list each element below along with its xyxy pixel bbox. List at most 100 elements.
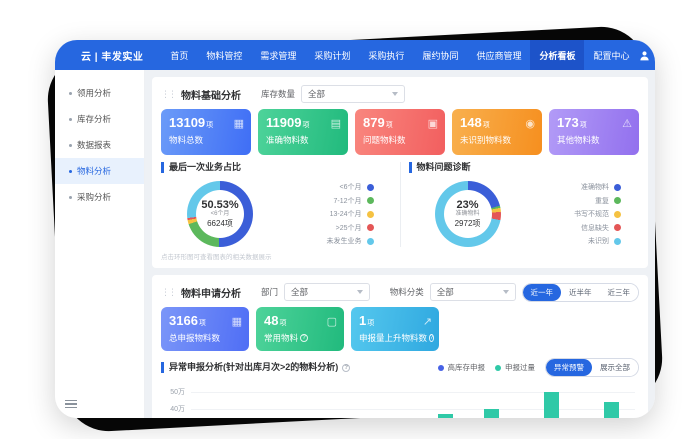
legend-item-4[interactable]: 信息缺失 (574, 223, 621, 233)
bullet-icon (69, 169, 72, 173)
legend-label: >25个月 (335, 224, 362, 232)
chart-mode-button-1[interactable]: 异常预警 (546, 359, 592, 376)
legend-item-1[interactable]: 准确物料 (574, 182, 621, 192)
legend-dot (614, 224, 621, 231)
nav-item-8[interactable]: 分析看板 (530, 40, 585, 70)
drag-handle-icon[interactable]: ⋮⋮ (161, 88, 177, 99)
chart-legend-item-1[interactable]: 高库存申报 (437, 362, 485, 373)
app-body: 领用分析库存分析数据报表 物料分析 采购分析 ⋮⋮ 物料基础分析 库存数量 全部 (55, 70, 655, 418)
legend-item-3[interactable]: 书写不规范 (574, 209, 621, 219)
legend-item-2[interactable]: 重复 (574, 196, 621, 206)
bullet-icon (69, 91, 72, 95)
sidebar-collapse-icon[interactable] (65, 398, 77, 411)
nav-item-7[interactable]: 供应商管理 (476, 50, 522, 61)
legend-item-3[interactable]: 13-24个月 (327, 209, 374, 219)
time-range-toggle: 近一年 近半年 近三年 (521, 282, 639, 302)
bullet-icon (69, 143, 72, 147)
legend-item-4[interactable]: >25个月 (327, 223, 374, 233)
bar-over-apply[interactable] (483, 409, 499, 418)
card-label: 总申报物料数 (169, 332, 221, 343)
nav-menu: 首页 物料管控 需求管理 采购计划 采购执行 履约协同 供应商管理 分析看板 配置中心 (161, 40, 638, 70)
bar-over-apply[interactable] (437, 414, 453, 418)
bar-over-apply[interactable] (604, 402, 620, 418)
nav-item-4[interactable]: 采购计划 (314, 50, 351, 61)
chart-legend-item-2[interactable]: 申报过量 (495, 362, 535, 373)
bar-group-7 (483, 409, 499, 418)
sidebar-item-label: 领用分析 (77, 88, 112, 98)
gridline (191, 409, 635, 411)
nav-item-2[interactable]: 物料管控 (206, 50, 243, 61)
drag-handle-icon[interactable]: ⋮⋮ (161, 286, 177, 297)
bar-over-apply[interactable] (544, 391, 560, 418)
apply-card-2[interactable]: 48项 常用物料? ▢ (256, 307, 344, 351)
donut-center-count: 2972项 (454, 219, 481, 229)
legend-item-1[interactable]: <6个月 (327, 182, 374, 192)
stat-card-5[interactable]: 173项 其他物料数 ⚠ (549, 109, 639, 155)
nav-item-1[interactable]: 首页 (170, 50, 189, 61)
range-button-2[interactable]: 近半年 (561, 283, 600, 301)
problem-diagnosis-section: 物料问题诊断 23% 准确物料 2972项 准确物料 重复 书写不规范 信息缺失 (408, 162, 640, 247)
stock-filter-select[interactable]: 全部 (301, 85, 406, 103)
card-label: 问题物料数 (363, 134, 406, 145)
donut-percent: 23% (456, 199, 479, 212)
nav-item-3[interactable]: 需求管理 (260, 50, 297, 61)
donut-center: 50.53% <6个月 6624项 (196, 190, 244, 238)
panel1-header: ⋮⋮ 物料基础分析 库存数量 全部 (161, 84, 639, 104)
panel-material-apply: ⋮⋮ 物料申请分析 部门 全部 物料分类 全部 近一年 近半年 近三年 (152, 275, 648, 418)
chevron-down-icon (502, 290, 509, 294)
info-icon[interactable]: ? (429, 333, 435, 342)
donut-center: 23% 准确物料 2972项 (443, 190, 492, 238)
chart-legend-label: 申报过量 (505, 363, 535, 372)
apply-card-3[interactable]: 1项 申报量上升物料数? ↗ (351, 307, 439, 351)
abnormal-chart-title: 异常申报分析(针对出库月次>2的物料分析) ? (161, 362, 351, 373)
stock-filter-label: 库存数量 (261, 89, 296, 99)
stock-filter-value: 全部 (308, 89, 326, 99)
gridline (191, 391, 635, 393)
dept-filter-select[interactable]: 全部 (284, 283, 370, 301)
nav-right: 张桥国 (639, 49, 656, 61)
legend-label: 未发生业务 (326, 238, 362, 245)
grid-icon: ▦ (233, 118, 244, 130)
range-button-3[interactable]: 近三年 (599, 283, 638, 301)
category-filter-select[interactable]: 全部 (429, 283, 516, 301)
legend-dot (614, 237, 621, 245)
user-icon[interactable] (639, 50, 650, 61)
help-icon[interactable]: ? (342, 363, 351, 372)
bar-group-9 (590, 402, 620, 418)
problem-diagnosis-donut[interactable]: 23% 准确物料 2972项 (434, 181, 501, 247)
sidebar-item-2[interactable]: 库存分析 (55, 106, 144, 132)
card-value: 48项 (264, 313, 287, 328)
info-icon[interactable]: ? (300, 333, 309, 342)
nav-item-9[interactable]: 配置中心 (593, 50, 630, 61)
sidebar-item-label: 库存分析 (77, 114, 112, 124)
range-button-1[interactable]: 近一年 (522, 283, 561, 301)
card-label: 常用物料? (264, 332, 336, 344)
business-share-title: 最后一次业务占比 (161, 162, 392, 173)
legend-dot (366, 224, 374, 231)
sidebar-item-1[interactable]: 领用分析 (55, 80, 144, 106)
stat-card-3[interactable]: 879项 问题物料数 ▣ (355, 109, 445, 155)
card-unit: 项 (206, 122, 214, 129)
problem-diagnosis-legend: 准确物料重复书写不规范信息缺失未识别 (574, 182, 621, 246)
nav-item-5[interactable]: 采购执行 (368, 50, 405, 61)
sidebar-item-5[interactable]: 采购分析 (55, 184, 144, 210)
stat-card-4[interactable]: 148项 未识别物料数 ◉ (452, 109, 542, 155)
chevron-down-icon (392, 92, 399, 96)
bullet-icon (69, 195, 72, 199)
legend-dot (366, 237, 374, 245)
chart-mode-button-2[interactable]: 展示全部 (592, 359, 638, 376)
stat-card-2[interactable]: 11909项 准确物料数 ▤ (258, 109, 348, 155)
nav-item-6[interactable]: 履约协同 (422, 50, 459, 61)
legend-item-2[interactable]: 7-12个月 (327, 196, 374, 206)
legend-item-5[interactable]: 未识别 (574, 236, 621, 246)
legend-item-5[interactable]: 未发生业务 (327, 236, 374, 246)
donut-percent: 50.53% (201, 199, 239, 212)
sidebar-item-4[interactable]: 物料分析 (55, 158, 144, 184)
donut-center-label: 准确物料 (455, 211, 480, 218)
sidebar-item-3[interactable]: 数据报表 (55, 132, 144, 158)
business-share-donut[interactable]: 50.53% <6个月 6624项 (187, 181, 253, 247)
apply-card-1[interactable]: 3166项 总申报物料数 ▦ (161, 307, 249, 351)
legend-dot (437, 364, 444, 371)
stat-card-1[interactable]: 13109项 物料总数 ▦ (161, 109, 251, 155)
